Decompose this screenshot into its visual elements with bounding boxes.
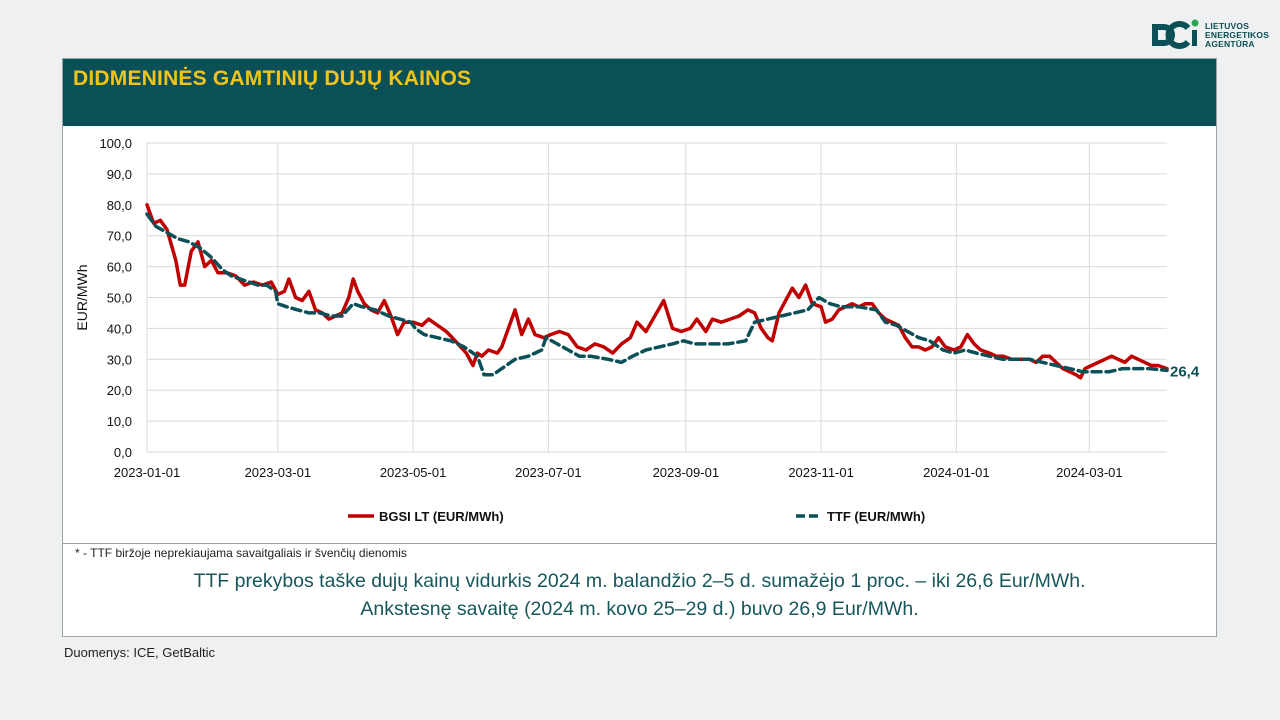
data-source: Duomenys: ICE, GetBaltic bbox=[64, 645, 215, 660]
y-tick-label: 40,0 bbox=[107, 321, 132, 336]
lea-logo-text: LIETUVOS ENERGETIKOS AGENTŪRA bbox=[1205, 20, 1270, 49]
y-axis-label: EUR/MWh bbox=[74, 264, 90, 330]
chart-panel: DIDMENINĖS GAMTINIŲ DUJŲ KAINOS 0,0 10,0 2… bbox=[62, 58, 1217, 637]
separator bbox=[63, 543, 1216, 544]
x-tick-label: 2023-03-01 bbox=[245, 465, 312, 480]
lea-logo-icon bbox=[1152, 19, 1199, 49]
title-bar: DIDMENINĖS GAMTINIŲ DUJŲ KAINOS bbox=[63, 59, 1216, 126]
x-tick-label: 2023-01-01 bbox=[114, 465, 181, 480]
series-line-ttf bbox=[145, 212, 1169, 377]
x-tick-label: 2023-11-01 bbox=[788, 465, 854, 480]
y-tick-label: 20,0 bbox=[107, 383, 132, 398]
y-tick-label: 70,0 bbox=[107, 229, 132, 244]
y-tick-label: 10,0 bbox=[107, 414, 132, 429]
legend-label-bgsi: BGSI LT (EUR/MWh) bbox=[379, 509, 504, 524]
x-tick-label: 2023-09-01 bbox=[653, 465, 720, 480]
summary-line: Ankstesnę savaitę (2024 m. kovo 25–29 d.… bbox=[360, 598, 919, 620]
y-tick-label: 90,0 bbox=[107, 167, 132, 182]
y-tick-label: 30,0 bbox=[107, 352, 132, 367]
x-tick-label: 2024-03-01 bbox=[1056, 465, 1123, 480]
y-tick-label: 60,0 bbox=[107, 260, 132, 275]
page-title: DIDMENINĖS GAMTINIŲ DUJŲ KAINOS bbox=[73, 67, 472, 90]
y-tick-label: 100,0 bbox=[99, 136, 132, 151]
y-tick-label: 50,0 bbox=[107, 291, 132, 306]
summary-text: TTF prekybos taške dujų kainų vidurkis 2… bbox=[63, 567, 1216, 623]
logo-line: LIETUVOS bbox=[1205, 20, 1250, 31]
lea-logo: LIETUVOS ENERGETIKOS AGENTŪRA bbox=[1150, 16, 1275, 54]
x-tick-label: 2023-07-01 bbox=[515, 465, 582, 480]
legend-label-ttf: TTF (EUR/MWh) bbox=[827, 509, 925, 524]
summary-line: TTF prekybos taške dujų kainų vidurkis 2… bbox=[193, 570, 1086, 592]
price-chart: 0,0 10,0 20,0 30,0 40,0 50,0 60,0 70,0 80,0 90,0 1… bbox=[74, 136, 1200, 524]
logo-line: AGENTŪRA bbox=[1205, 38, 1255, 49]
end-value-label: 26,4 bbox=[1170, 363, 1200, 380]
footnote: * - TTF biržoje neprekiaujama savaitgali… bbox=[75, 546, 407, 560]
series-line-bgsi bbox=[145, 203, 1169, 380]
y-tick-label: 80,0 bbox=[107, 198, 132, 213]
y-tick-label: 0,0 bbox=[114, 445, 132, 460]
x-tick-label: 2024-01-01 bbox=[923, 465, 990, 480]
x-tick-label: 2023-05-01 bbox=[380, 465, 447, 480]
logo-line: ENERGETIKOS bbox=[1205, 29, 1270, 40]
